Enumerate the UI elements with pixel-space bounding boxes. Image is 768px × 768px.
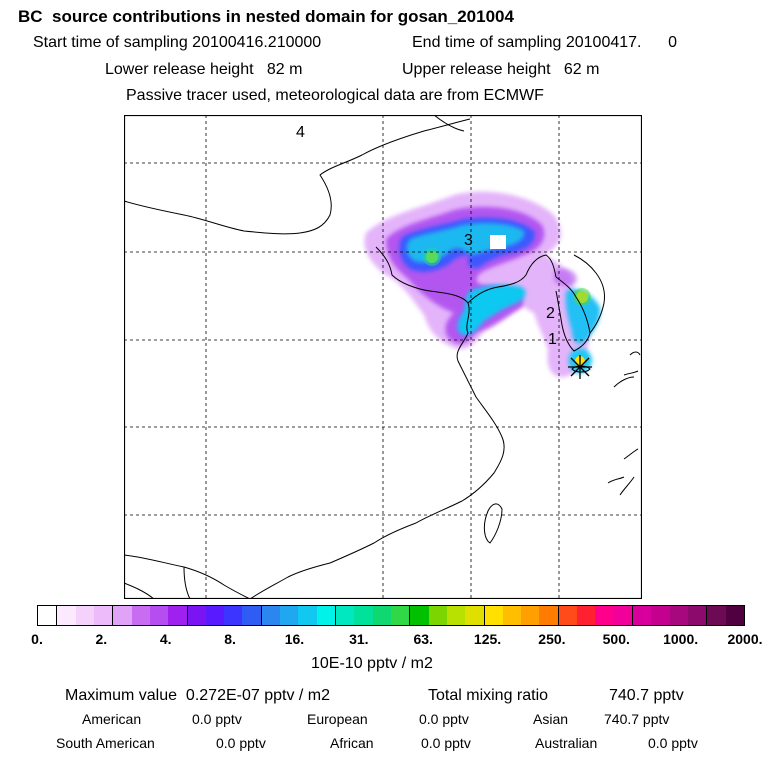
colorbar-tick-label: 250.: [538, 631, 566, 647]
colorbar-tick-label: 31.: [349, 631, 369, 647]
region-name: African: [330, 735, 374, 751]
point-label-4: 4: [296, 124, 305, 141]
colorbar-swatch: [38, 606, 58, 625]
lat-lon-grid: [124, 115, 642, 599]
point-label-1: 1: [548, 331, 557, 348]
colorbar-swatch: [502, 606, 522, 625]
colorbar-swatch: [669, 606, 688, 625]
region-value: 0.0 pptv: [648, 735, 698, 751]
map-canvas: [124, 115, 642, 599]
colorbar-swatch: [633, 606, 652, 625]
region-name: Australian: [535, 735, 598, 751]
plume-korea-violet: [554, 268, 577, 286]
colorbar-swatch: [93, 606, 114, 625]
colorbar-swatch: [613, 606, 633, 625]
map-panel: 4 3 2 1: [124, 115, 642, 599]
colorbar-swatch: [725, 606, 744, 625]
colorbar-swatch: [280, 606, 299, 625]
max-value-label: Maximum value 0.272E-07 pptv / m2: [65, 687, 331, 704]
colorbar-swatch: [298, 606, 317, 625]
colorbar-swatch: [595, 606, 614, 625]
region-name: European: [307, 711, 368, 727]
colorbar-swatch: [242, 606, 262, 625]
colorbar-swatch: [316, 606, 336, 625]
colorbar-swatch: [687, 606, 708, 625]
region-value: 0.0 pptv: [192, 711, 242, 727]
colorbar-swatch: [558, 606, 578, 625]
colorbar-swatch: [113, 606, 132, 625]
colorbar-swatch: [168, 606, 188, 625]
point-label-3: 3: [464, 232, 473, 249]
japan-islands: [607, 351, 641, 496]
colorbar-swatch: [336, 606, 355, 625]
colorbar-tick-label: 8.: [224, 631, 236, 647]
lower-release-label: Lower release height 82 m: [105, 61, 303, 78]
colorbar-swatch: [205, 606, 225, 625]
colorbar-tick-label: 4.: [159, 631, 172, 647]
colorbar-tick-label: 2000.: [727, 631, 763, 647]
colorbar-swatch: [354, 606, 373, 625]
tracer-note: Passive tracer used, meteorological data…: [126, 87, 544, 104]
colorbar-swatch: [390, 606, 411, 625]
asterisk-star-icon: [568, 355, 592, 379]
colorbar-swatch: [410, 606, 429, 625]
colorbar-swatch: [539, 606, 559, 625]
region-name: Asian: [533, 711, 569, 727]
colorbar-swatch: [446, 606, 466, 625]
colorbar-tick-label: 2.: [95, 631, 108, 647]
plot-title: BC source contributions in nested domain…: [18, 7, 514, 26]
colorbar-tick-label: 0.: [31, 631, 43, 647]
colorbar-swatch: [428, 606, 447, 625]
colorbar-unit-label: 10E-10 pptv / m2: [311, 655, 433, 672]
region-value: 0.0 pptv: [216, 735, 266, 751]
plume-korea-green: [573, 288, 591, 306]
colorbar-tick-label: 500.: [602, 631, 630, 647]
point-label-2: 2: [546, 305, 555, 322]
plume-green-ring: [423, 248, 441, 266]
colorbar-swatch: [131, 606, 150, 625]
taiwan-island: [483, 503, 503, 544]
colorbar-tick-label: 125.: [473, 631, 502, 647]
end-time-label: End time of sampling 20100417. 0: [412, 34, 678, 51]
total-mixing-label: Total mixing ratio: [428, 687, 549, 704]
colorbar-swatch: [187, 606, 206, 625]
colorbar-swatch: [261, 606, 281, 625]
colorbar-swatch: [465, 606, 485, 625]
region-value: 0.0 pptv: [419, 711, 469, 727]
colorbar-tick-label: 16.: [284, 631, 305, 647]
colorbar-tick-label: 63.: [413, 631, 433, 647]
colorbar-swatch: [521, 606, 540, 625]
upper-release-label: Upper release height 62 m: [402, 61, 600, 78]
region-name: American: [82, 711, 142, 727]
plume-hole: [490, 235, 506, 249]
region-name: South American: [56, 735, 155, 751]
total-mixing-value: 740.7 pptv: [609, 687, 684, 704]
region-value: 740.7 pptv: [604, 711, 670, 727]
map-frame: [124, 115, 642, 599]
colorbar-swatch: [224, 606, 243, 625]
colorbar-swatch: [57, 606, 76, 625]
coastlines: [124, 115, 605, 599]
colorbar-swatch: [484, 606, 503, 625]
colorbar-swatch: [75, 606, 94, 625]
colorbar: [37, 605, 745, 626]
colorbar-swatch: [707, 606, 726, 625]
colorbar-swatch: [372, 606, 391, 625]
colorbar-swatch: [149, 606, 169, 625]
colorbar-swatch: [577, 606, 596, 625]
colorbar-swatch: [651, 606, 670, 625]
region-value: 0.0 pptv: [421, 735, 471, 751]
start-time-label: Start time of sampling 20100416.210000: [33, 34, 322, 51]
colorbar-tick-label: 1000.: [663, 631, 699, 647]
